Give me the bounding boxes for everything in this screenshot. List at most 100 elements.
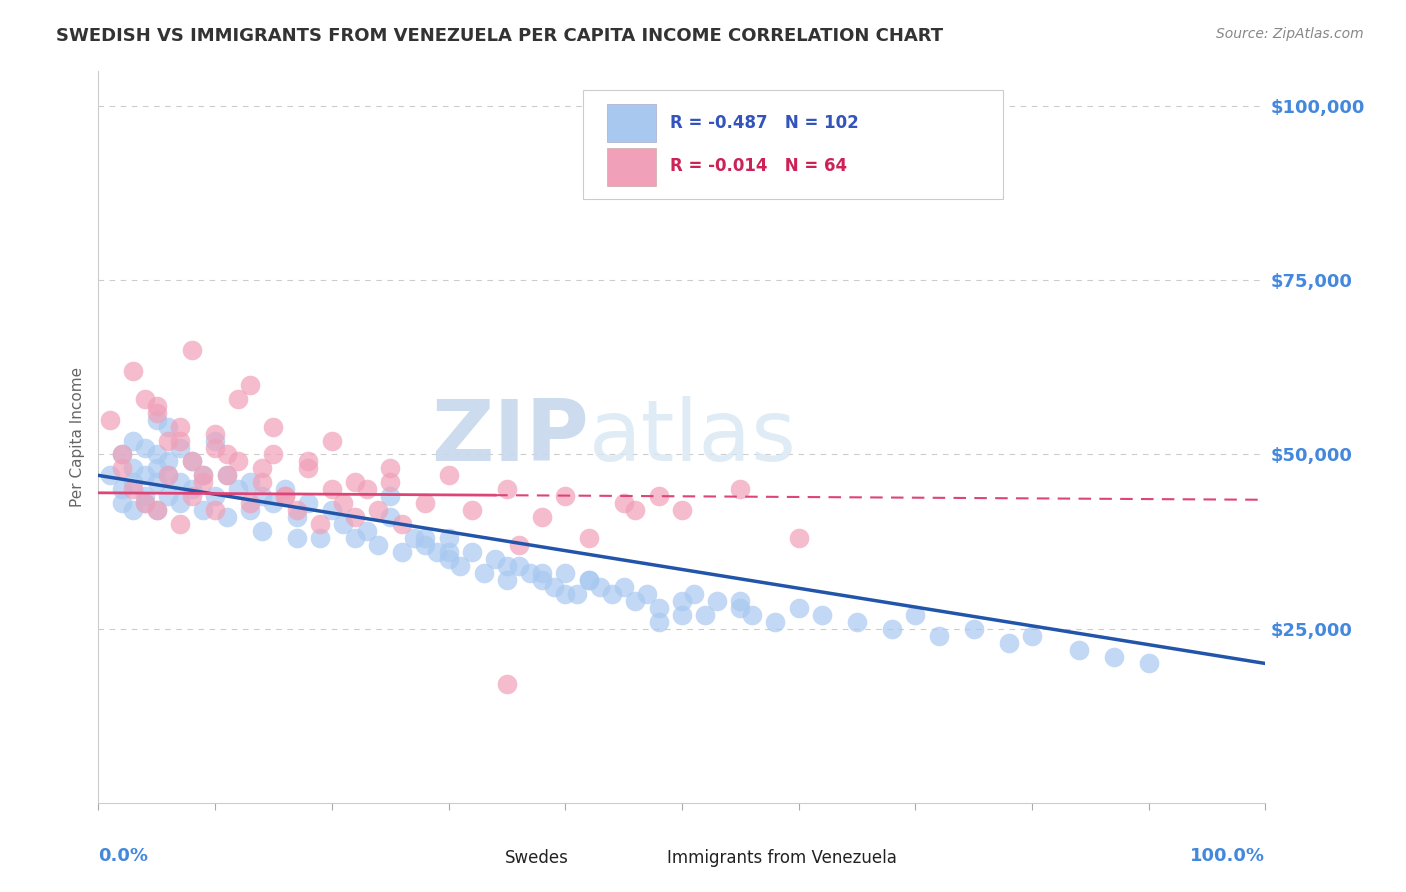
- Point: [508, 538, 530, 552]
- Point: [215, 448, 238, 462]
- Point: [508, 558, 530, 573]
- Point: [262, 448, 284, 462]
- Point: [706, 594, 728, 608]
- Point: [321, 434, 343, 448]
- Point: [274, 489, 297, 503]
- Point: [157, 454, 180, 468]
- Point: [146, 503, 169, 517]
- Point: [180, 343, 202, 357]
- Point: [297, 461, 319, 475]
- Point: [380, 510, 402, 524]
- Point: [111, 496, 134, 510]
- Point: [647, 600, 669, 615]
- Point: [146, 412, 169, 426]
- Point: [730, 600, 752, 615]
- Point: [169, 441, 191, 455]
- Point: [344, 475, 367, 490]
- Point: [530, 566, 553, 580]
- Point: [169, 475, 191, 490]
- Point: [671, 503, 693, 517]
- Point: [134, 496, 156, 510]
- Point: [297, 454, 319, 468]
- Point: [239, 496, 262, 510]
- Point: [565, 587, 588, 601]
- Point: [134, 468, 156, 483]
- Text: Source: ZipAtlas.com: Source: ZipAtlas.com: [1216, 27, 1364, 41]
- Point: [239, 377, 262, 392]
- Point: [461, 503, 484, 517]
- Point: [928, 629, 950, 643]
- Point: [239, 503, 262, 517]
- Point: [297, 496, 319, 510]
- Point: [682, 587, 704, 601]
- Point: [356, 483, 378, 497]
- Point: [578, 573, 600, 587]
- Point: [671, 594, 693, 608]
- Text: Swedes: Swedes: [505, 848, 568, 867]
- Point: [262, 496, 284, 510]
- Point: [274, 483, 297, 497]
- Point: [461, 545, 484, 559]
- Point: [169, 496, 191, 510]
- FancyBboxPatch shape: [607, 148, 657, 186]
- Point: [647, 489, 669, 503]
- Point: [380, 489, 402, 503]
- Point: [730, 483, 752, 497]
- Text: SWEDISH VS IMMIGRANTS FROM VENEZUELA PER CAPITA INCOME CORRELATION CHART: SWEDISH VS IMMIGRANTS FROM VENEZUELA PER…: [56, 27, 943, 45]
- Point: [636, 587, 658, 601]
- Point: [811, 607, 834, 622]
- Point: [578, 531, 600, 545]
- Point: [169, 434, 191, 448]
- Point: [356, 524, 378, 538]
- Point: [180, 454, 202, 468]
- Point: [647, 615, 669, 629]
- Point: [146, 448, 169, 462]
- Point: [250, 524, 273, 538]
- Point: [122, 483, 145, 497]
- Point: [554, 566, 576, 580]
- Point: [613, 496, 636, 510]
- Point: [122, 364, 145, 378]
- Point: [111, 448, 134, 462]
- Point: [321, 503, 343, 517]
- Point: [250, 489, 273, 503]
- Point: [285, 503, 308, 517]
- Point: [426, 545, 449, 559]
- Point: [274, 489, 297, 503]
- Point: [146, 503, 169, 517]
- Point: [193, 468, 215, 483]
- Point: [472, 566, 495, 580]
- Text: 100.0%: 100.0%: [1191, 847, 1265, 864]
- Point: [997, 635, 1019, 649]
- Point: [787, 531, 810, 545]
- Point: [134, 496, 156, 510]
- Text: R = -0.487   N = 102: R = -0.487 N = 102: [671, 113, 859, 131]
- Point: [904, 607, 927, 622]
- Point: [554, 587, 576, 601]
- Y-axis label: Per Capita Income: Per Capita Income: [69, 367, 84, 508]
- Point: [380, 461, 402, 475]
- Point: [437, 545, 460, 559]
- Point: [146, 399, 169, 413]
- Point: [146, 406, 169, 420]
- Point: [98, 468, 121, 483]
- Point: [413, 496, 436, 510]
- Point: [111, 448, 134, 462]
- Point: [146, 461, 169, 475]
- Point: [344, 510, 367, 524]
- Point: [543, 580, 565, 594]
- Point: [787, 600, 810, 615]
- FancyBboxPatch shape: [446, 842, 496, 874]
- Point: [519, 566, 541, 580]
- Point: [215, 468, 238, 483]
- Point: [157, 468, 180, 483]
- Point: [204, 489, 226, 503]
- Point: [741, 607, 763, 622]
- Point: [134, 392, 156, 406]
- Point: [250, 461, 273, 475]
- Point: [169, 419, 191, 434]
- Point: [613, 580, 636, 594]
- Point: [169, 517, 191, 532]
- Point: [228, 483, 250, 497]
- Point: [962, 622, 984, 636]
